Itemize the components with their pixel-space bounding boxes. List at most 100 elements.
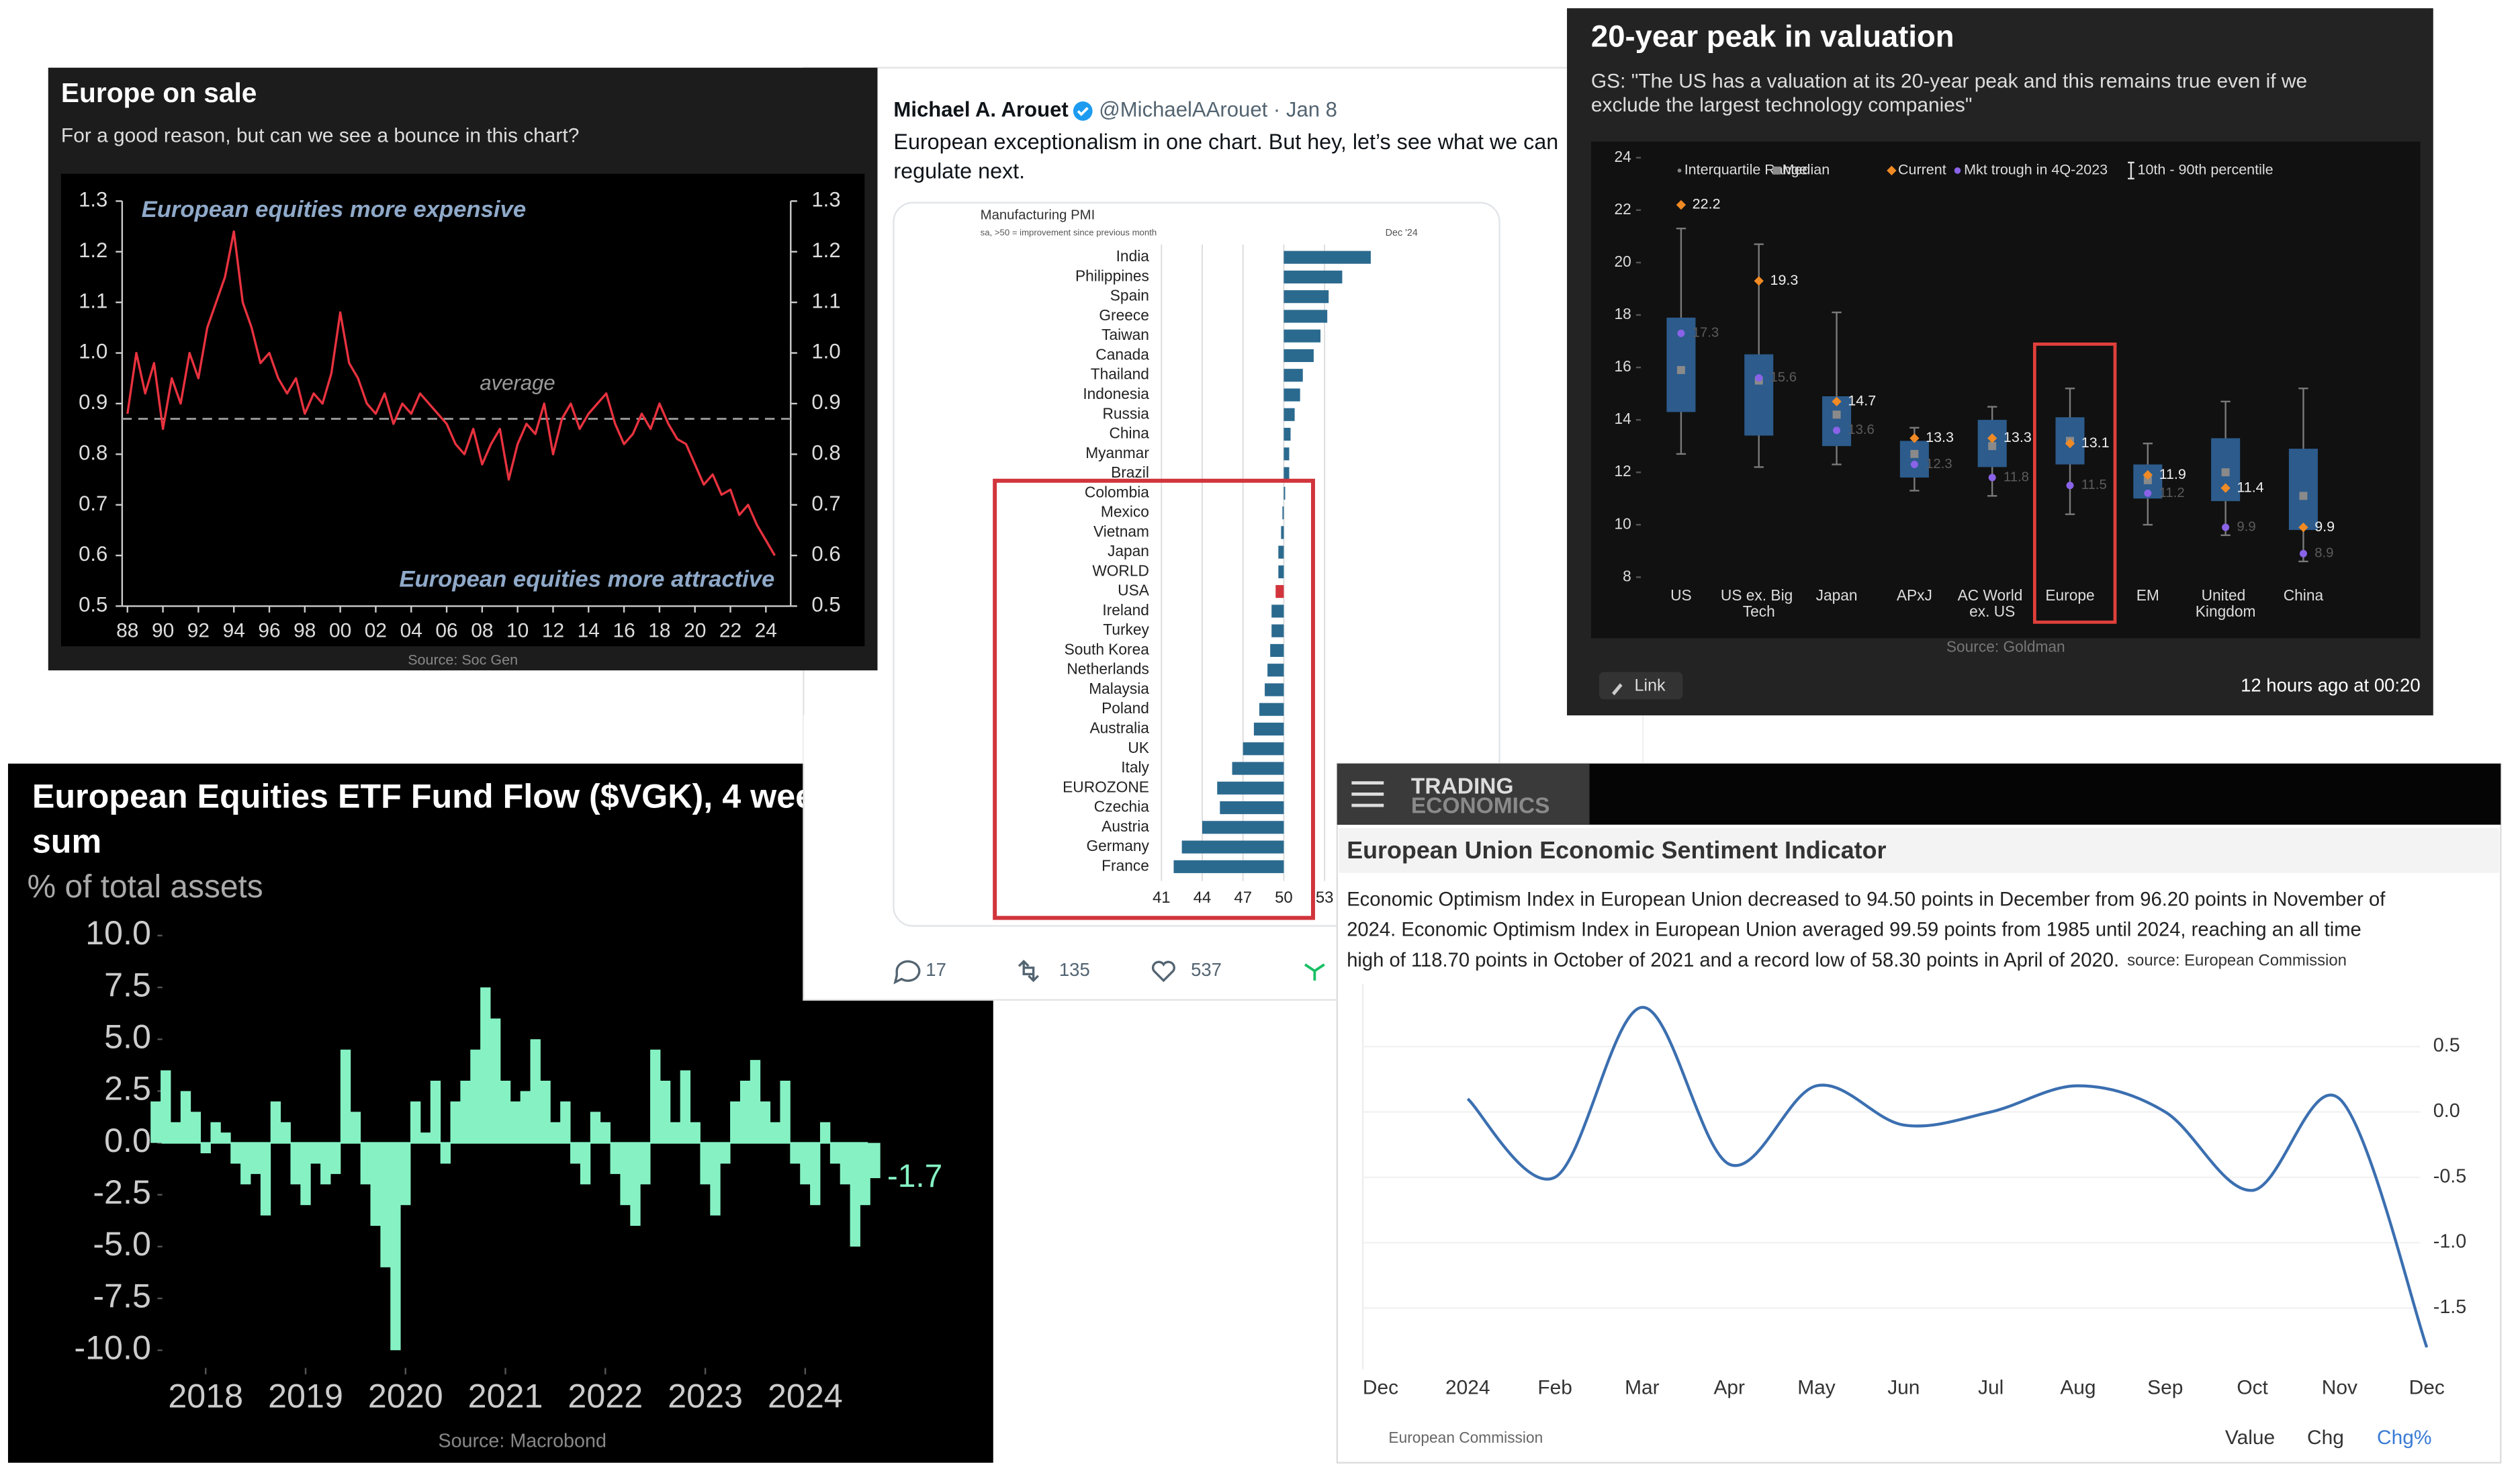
trough-marker — [1988, 474, 1996, 482]
menu-icon-bar[interactable] — [1351, 792, 1384, 796]
tab[interactable]: Chg% — [2377, 1427, 2431, 1449]
y-tick-label: 0.5 — [79, 593, 107, 617]
bar — [700, 1142, 711, 1185]
source: Source: Soc Gen — [408, 652, 518, 668]
logo-line: TRADING — [1411, 774, 1514, 799]
reply-count: 17 — [926, 959, 946, 980]
menu-icon-bar[interactable] — [1351, 781, 1384, 785]
bar — [1173, 860, 1284, 873]
tab[interactable]: Value — [2225, 1427, 2275, 1449]
verified-check — [1077, 107, 1089, 116]
last-value-label: -1.7 — [887, 1159, 942, 1194]
x-tick-label: 20 — [684, 620, 706, 642]
bar — [780, 1081, 791, 1143]
y-tick-label: -7.5 — [93, 1277, 151, 1314]
retweet-count: 135 — [1059, 959, 1090, 980]
y-tick-label: 1.3 — [79, 188, 107, 212]
y-tick-label: 0.5 — [2433, 1035, 2460, 1057]
x-tick-label: Mar — [1625, 1377, 1660, 1399]
bar — [1284, 388, 1300, 402]
bar — [1271, 604, 1284, 618]
x-tick-label: US — [1670, 586, 1692, 604]
legend-label: Interquartile Range — [1684, 162, 1807, 178]
current-label: 13.1 — [2081, 435, 2110, 451]
bar — [790, 1142, 801, 1164]
x-tick-label: 53 — [1316, 889, 1334, 907]
bar — [230, 1142, 241, 1164]
x-tick-label: 94 — [223, 620, 245, 642]
bar — [1270, 643, 1284, 658]
y2-tick-label: 1.0 — [811, 340, 840, 363]
x-tick-label: 2019 — [268, 1377, 343, 1415]
bar — [580, 1142, 591, 1185]
line — [1466, 1005, 2429, 1348]
current-label: 13.3 — [1926, 429, 1954, 445]
trough-marker — [2299, 549, 2307, 557]
category-label: Myanmar — [1085, 444, 1149, 461]
bar — [290, 1142, 301, 1185]
bar — [610, 1142, 621, 1174]
x-tick-label: 22 — [719, 620, 741, 642]
legend-marker — [1677, 169, 1682, 173]
y-tick-label: 0.6 — [79, 542, 107, 566]
legend-label: Mkt trough in 4Q-2023 — [1964, 162, 2108, 178]
text-line: United — [2202, 586, 2250, 604]
text-line: European Equities ETF Fund Flow ($VGK), … — [32, 778, 842, 815]
trough-label: 11.5 — [2081, 478, 2107, 492]
tab[interactable]: Chg — [2307, 1427, 2344, 1449]
category-label: Vietnam — [1093, 523, 1149, 540]
bar — [750, 1060, 761, 1143]
menu-icon-bar[interactable] — [1351, 803, 1384, 807]
legend-marker — [1954, 167, 1961, 174]
annotation: European equities more expensive — [142, 197, 527, 222]
y-tick-label: 8 — [1623, 567, 1631, 584]
text-line: 2024. Economic Optimism Index in Europea… — [1347, 919, 2367, 940]
category-label: Germany — [1086, 837, 1149, 854]
text-line: US ex. Big — [1721, 586, 1797, 604]
category-label: WORLD — [1092, 562, 1149, 579]
bar — [1284, 486, 1286, 500]
y-tick-label: -10.0 — [74, 1329, 151, 1367]
tweet-handle: @MichaelAArouet · Jan 8 — [1099, 98, 1337, 122]
bar — [1265, 683, 1284, 697]
y-tick-label: 0.8 — [79, 441, 107, 464]
tweet-text: European exceptionalism in one chart. Bu… — [893, 130, 1564, 183]
current-marker — [2298, 522, 2308, 533]
x-tick-label: May — [1797, 1377, 1836, 1399]
x-tick-label: 2022 — [568, 1377, 643, 1415]
bar — [1284, 310, 1328, 323]
bar — [180, 1091, 191, 1143]
highlight-box — [993, 478, 1315, 920]
bar — [1284, 270, 1343, 283]
x-tick-label: Jun — [1887, 1377, 1920, 1399]
y-tick-label: 1.1 — [79, 289, 107, 312]
current-label: 11.4 — [2237, 479, 2263, 495]
bar — [1232, 762, 1284, 775]
bar — [420, 1132, 431, 1143]
text-line: sum — [32, 823, 101, 860]
bar — [730, 1101, 741, 1143]
bar — [1284, 290, 1329, 304]
bar — [850, 1142, 860, 1247]
share-icon — [1304, 963, 1325, 981]
category-label: Russia — [1102, 404, 1149, 422]
bar — [300, 1142, 311, 1206]
bar — [1253, 722, 1284, 736]
bar — [460, 1081, 471, 1143]
y-tick-label: -1.0 — [2433, 1231, 2466, 1253]
category-label: Austria — [1101, 817, 1149, 835]
x-tick-label: 98 — [294, 620, 316, 642]
bar — [1217, 781, 1284, 795]
median — [1988, 442, 1997, 451]
bar — [380, 1142, 391, 1267]
current-label: 19.3 — [1770, 272, 1798, 288]
current-label: 9.9 — [2314, 519, 2335, 535]
logo-line: ECONOMICS — [1411, 793, 1550, 818]
bar — [530, 1039, 541, 1143]
link-button[interactable] — [1599, 672, 1683, 700]
bar — [670, 1122, 681, 1143]
trough-label: 8.9 — [2314, 546, 2333, 561]
trough-marker — [2066, 482, 2074, 490]
x-tick-label: 14 — [578, 620, 600, 642]
